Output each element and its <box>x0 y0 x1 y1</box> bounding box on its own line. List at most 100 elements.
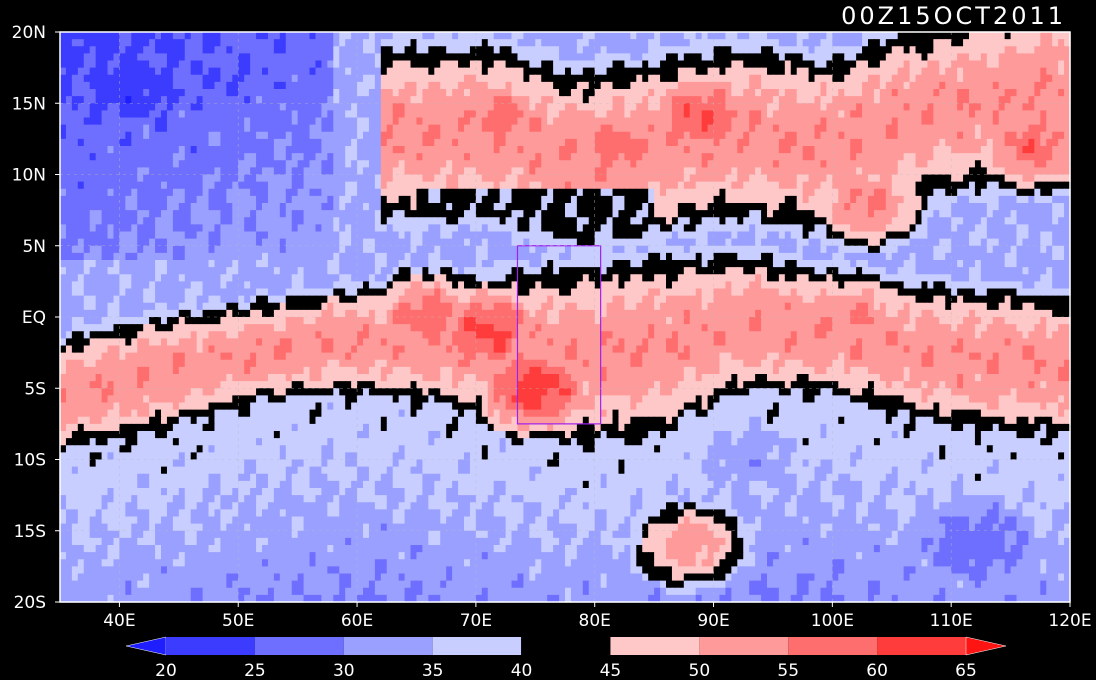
heatmap-cell <box>422 46 429 54</box>
heatmap-cell <box>588 67 596 76</box>
heatmap-cell <box>666 153 673 161</box>
heatmap-cell <box>856 74 863 83</box>
heatmap-cell <box>814 195 822 204</box>
heatmap-cell <box>582 53 590 62</box>
heatmap-cell <box>873 32 881 40</box>
heatmap-cell <box>196 89 204 97</box>
heatmap-cell <box>493 224 501 233</box>
heatmap-cell <box>600 60 608 69</box>
heatmap-cell <box>273 238 281 247</box>
heatmap-cell <box>1040 131 1047 140</box>
heatmap-cell <box>77 60 85 69</box>
heatmap-cell <box>1004 39 1012 47</box>
heatmap-cell <box>351 195 358 204</box>
heatmap-cell <box>523 67 530 76</box>
heatmap-cell <box>630 231 637 240</box>
heatmap-cell <box>862 39 869 47</box>
heatmap-cell <box>1016 167 1024 176</box>
heatmap-cell <box>315 153 323 161</box>
heatmap-cell <box>499 160 507 168</box>
heatmap-cell <box>161 60 168 69</box>
heatmap-cell <box>458 131 465 140</box>
heatmap-cell <box>404 53 412 62</box>
heatmap-cell <box>600 81 608 90</box>
heatmap-cell <box>772 53 780 62</box>
heatmap-cell <box>345 131 352 140</box>
heatmap-cell <box>386 224 394 233</box>
heatmap-cell <box>951 160 958 168</box>
heatmap-cell <box>594 46 602 54</box>
heatmap-cell <box>541 224 548 233</box>
heatmap-cell <box>161 181 168 190</box>
heatmap-cell <box>505 39 513 47</box>
heatmap-cell <box>630 74 637 83</box>
heatmap-cell <box>107 117 115 126</box>
heatmap-cell <box>761 110 768 119</box>
heatmap-cell <box>190 203 198 211</box>
heatmap-cell <box>267 188 275 197</box>
heatmap-cell <box>796 96 804 104</box>
heatmap-cell <box>1058 131 1065 140</box>
heatmap-cell <box>689 210 697 218</box>
heatmap-cell <box>143 103 150 111</box>
heatmap-cell <box>374 60 382 69</box>
heatmap-cell <box>1046 46 1053 54</box>
heatmap-cell <box>386 217 394 225</box>
heatmap-cell <box>220 32 227 40</box>
heatmap-cell <box>826 103 833 111</box>
heatmap-cell <box>761 210 768 218</box>
heatmap-cell <box>951 74 958 83</box>
heatmap-cell <box>475 160 483 168</box>
heatmap-cell <box>244 210 251 218</box>
heatmap-cell <box>1028 103 1035 111</box>
heatmap-cell <box>95 195 103 204</box>
heatmap-cell <box>226 32 233 40</box>
heatmap-cell <box>927 39 934 47</box>
heatmap-cell <box>1022 210 1030 218</box>
heatmap-cell <box>541 32 548 40</box>
heatmap-cell <box>648 96 655 104</box>
heatmap-cell <box>101 89 109 97</box>
heatmap-cell <box>677 188 685 197</box>
heatmap-cell <box>143 167 150 176</box>
heatmap-cell <box>493 96 501 104</box>
heatmap-cell <box>386 89 394 97</box>
heatmap-cell <box>291 188 299 197</box>
heatmap-cell <box>998 203 1006 211</box>
heatmap-cell <box>772 46 780 54</box>
heatmap-cell <box>220 181 227 190</box>
heatmap-cell <box>351 60 358 69</box>
heatmap-cell <box>576 117 584 126</box>
heatmap-cell <box>666 217 673 225</box>
heatmap-cell <box>1052 46 1059 54</box>
heatmap-cell <box>190 89 198 97</box>
heatmap-cell <box>232 103 239 111</box>
heatmap-cell <box>113 210 121 218</box>
heatmap-cell <box>992 32 1000 40</box>
heatmap-cell <box>689 103 697 111</box>
heatmap-cell <box>345 138 352 147</box>
heatmap-cell <box>873 81 881 90</box>
heatmap-cell <box>820 224 828 233</box>
heatmap-cell <box>493 117 501 126</box>
heatmap-cell <box>452 39 459 47</box>
heatmap-cell <box>208 146 216 154</box>
heatmap-cell <box>1064 131 1071 140</box>
heatmap-cell <box>761 131 768 140</box>
heatmap-cell <box>666 174 673 183</box>
heatmap-cell <box>535 195 542 204</box>
heatmap-cell <box>695 181 703 190</box>
heatmap-cell <box>499 181 507 190</box>
heatmap-cell <box>945 195 952 204</box>
heatmap-cell <box>101 117 109 126</box>
heatmap-cell <box>95 153 103 161</box>
heatmap-cell <box>767 146 774 154</box>
heatmap-cell <box>986 89 994 97</box>
heatmap-cell <box>315 146 323 154</box>
heatmap-cell <box>434 160 441 168</box>
heatmap-cell <box>428 217 435 225</box>
heatmap-cell <box>208 32 216 40</box>
heatmap-cell <box>660 89 667 97</box>
heatmap-cell <box>446 174 453 183</box>
heatmap-cell <box>529 181 536 190</box>
